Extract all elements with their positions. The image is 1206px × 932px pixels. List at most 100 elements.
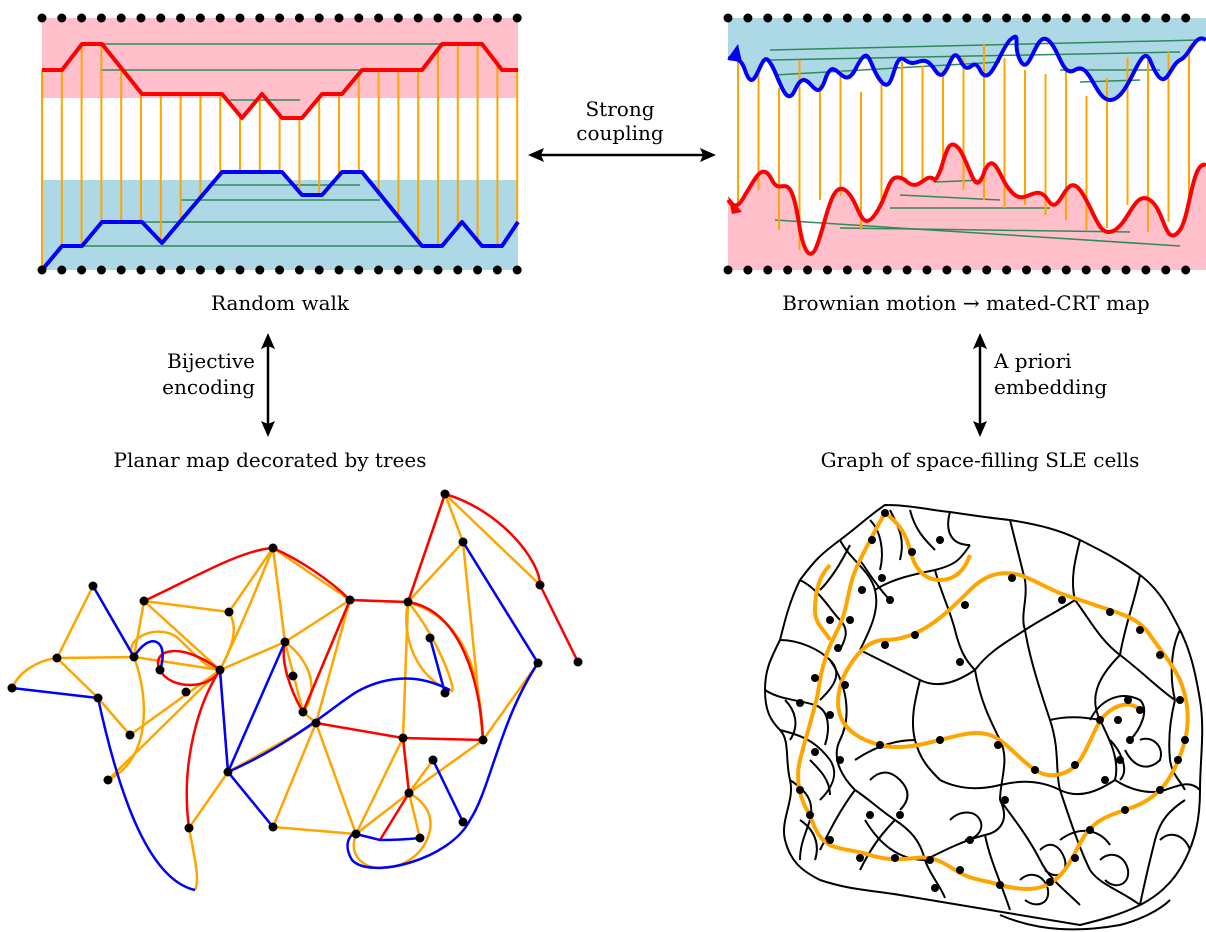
vertex [37,265,47,275]
planar-map [7,489,583,892]
sle-curve-branch [883,511,972,583]
red-walk [42,42,518,120]
cell-vertex [826,711,834,719]
cell-vertex [956,658,964,666]
strong-coupling-label-line2: coupling [576,121,664,145]
cell-vertex [1008,574,1016,582]
sle-curve-branch-2 [812,563,832,641]
vertex [374,265,384,275]
vertex [1121,13,1131,23]
vertex [314,265,324,275]
vertex [882,13,892,23]
vertex [783,13,793,23]
vertex [57,265,67,275]
map-vertex [184,823,194,833]
vertex [433,13,443,23]
brownian-motion-label: Brownian motion → mated-CRT map [782,291,1150,315]
vertex [473,265,483,275]
vertex [1061,13,1071,23]
bijective-label-line2: encoding [162,375,255,399]
orange-edges [10,493,541,891]
cell-vertex [926,856,934,864]
map-vertex [345,595,355,605]
cell-vertex [858,586,866,594]
vertex [413,13,423,23]
blue-brownian-path [727,34,1206,103]
top-vertex-row [37,13,522,23]
vertex [922,13,932,23]
vertex [77,13,87,23]
map-vertex [139,596,149,606]
cell-vertex [896,811,904,819]
map-vertex [478,735,488,745]
red-start-marker [728,196,742,214]
vertex [942,265,952,275]
vertex [37,13,47,23]
vertex [334,265,344,275]
bijective-arrow [261,333,275,437]
horizontal-edges [70,43,460,247]
vertex [215,13,225,23]
cell-vertex [1181,736,1189,744]
vertex [96,13,106,23]
map-vertex [351,829,361,839]
vertex [1101,265,1111,275]
vertex [512,13,522,23]
map-vertex [7,683,17,693]
map-vertex [103,775,113,785]
sle-cells-graph [763,503,1204,931]
vertex [492,265,502,275]
cell-vertex [1136,626,1144,634]
cell-vertex [1001,796,1009,804]
cell-vertex [1114,716,1122,724]
cell-vertex [936,536,944,544]
vertex [723,13,733,23]
vertex [1141,265,1151,275]
vertex [215,265,225,275]
map-vertex [404,788,414,798]
cell-vertex [881,509,889,517]
vertex [842,265,852,275]
cell-vertex [836,756,844,764]
cell-vertex [1121,806,1129,814]
cell-vertex [1156,786,1164,794]
vertex [1141,13,1151,23]
vertex [1041,265,1051,275]
sle-cell-vertices [796,509,1189,892]
vertex [354,265,364,275]
cell-vertex [1071,854,1079,862]
vertex [743,265,753,275]
cell-vertex [1106,608,1114,616]
vertex [1002,13,1012,23]
cell-vertex [911,631,919,639]
vertex [803,13,813,23]
vertex [354,13,364,23]
cell-vertex [1086,826,1094,834]
vertex [393,265,403,275]
vertex [393,13,403,23]
map-vertex [88,581,98,591]
vertex [176,13,186,23]
cell-vertex [966,836,974,844]
vertex [862,13,872,23]
map-vertex [268,543,278,553]
cell-vertex [868,536,876,544]
vertex [1061,265,1071,275]
cell-vertex [876,741,884,749]
vertex [842,13,852,23]
brownian-vertical-edges [737,44,1190,250]
map-vertex [268,822,278,832]
vertex [1041,13,1051,23]
vertex [116,265,126,275]
cell-vertex [796,699,804,707]
map-vertex [535,580,545,590]
vertex [314,13,324,23]
vertex [96,265,106,275]
cell-vertex [866,811,874,819]
vertex [982,13,992,23]
cell-vertex [846,616,854,624]
a-priori-arrow [973,333,987,437]
cell-vertex [1058,596,1066,604]
vertex [235,265,245,275]
map-vertex [398,733,408,743]
